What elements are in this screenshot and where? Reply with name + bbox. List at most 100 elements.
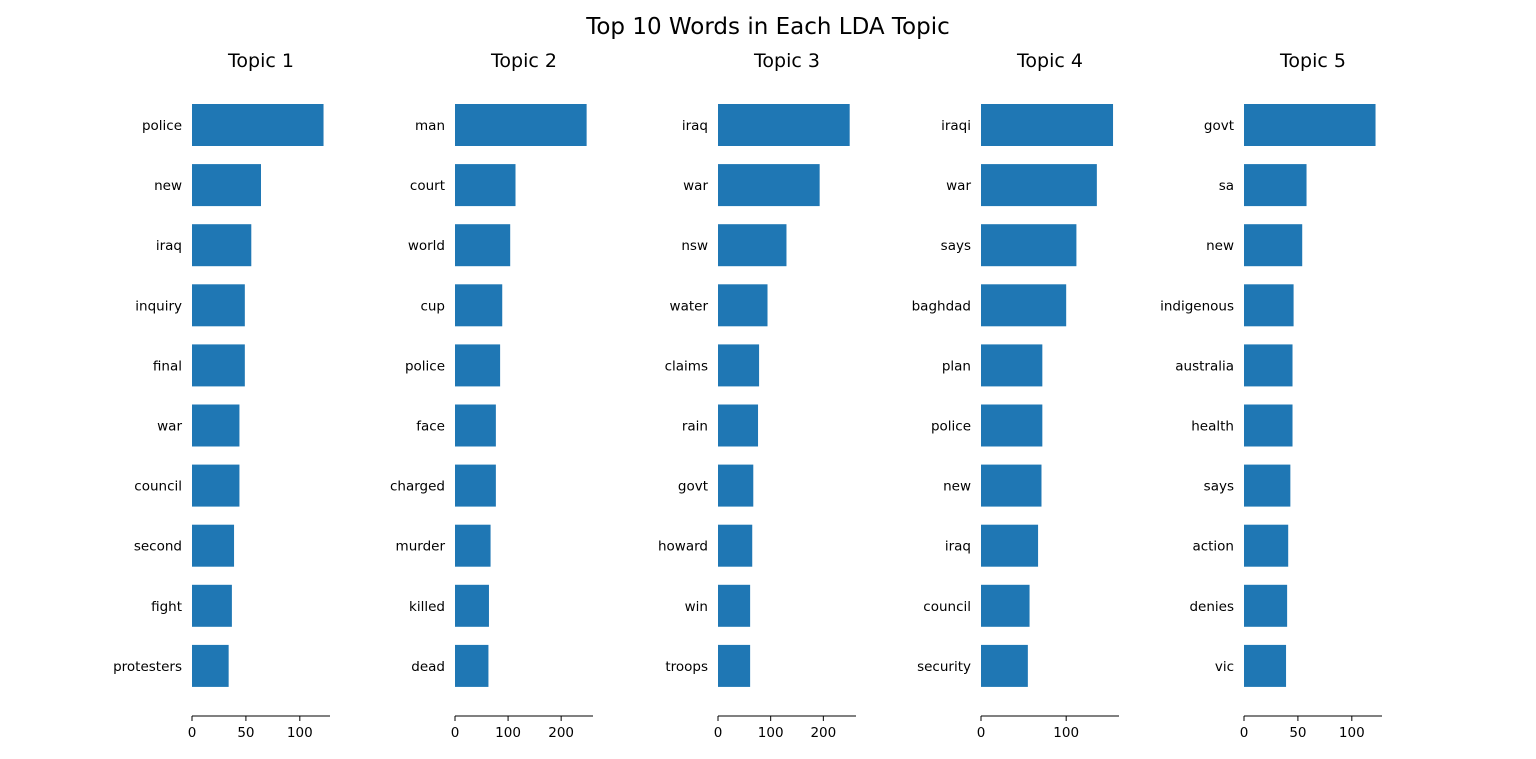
- topic-2-label-court: court: [410, 178, 445, 194]
- topic-1-bar-protesters: [192, 644, 229, 687]
- topic-1-label-inquiry: inquiry: [135, 298, 182, 314]
- topic-1-bar-final: [192, 344, 245, 387]
- topic-3-panel: Topic 3 iraq war nsw water claims rain govt howa…: [658, 50, 856, 741]
- topic-1-x-tick-label: 50: [237, 725, 254, 741]
- topic-5-bar-australia: [1244, 344, 1293, 387]
- topic-4-panel: Topic 4 iraqi war says baghdad plan police new i…: [912, 50, 1119, 741]
- topic-5-bar-health: [1244, 404, 1293, 447]
- topic-5-label-govt: govt: [1204, 118, 1234, 134]
- topic-1-bar-iraq: [192, 224, 252, 267]
- topic-2-bar-charged: [455, 464, 496, 507]
- topic-1-label-iraq: iraq: [156, 238, 182, 254]
- topic-3-bar-rain: [718, 404, 759, 447]
- topic-1-bar-new: [192, 164, 261, 207]
- topic-3-x-tick-label: 0: [714, 725, 723, 741]
- topic-3-label-troops: troops: [665, 659, 708, 675]
- topic-4-bar-baghdad: [981, 284, 1067, 327]
- topic-4-bar-security: [981, 644, 1028, 687]
- topic-1-bar-police: [192, 104, 324, 146]
- figure-title: Top 10 Words in Each LDA Topic: [585, 14, 950, 40]
- topic-3-bar-govt: [718, 464, 754, 507]
- topic-5-label-health: health: [1191, 419, 1234, 435]
- topic-5-bar-action: [1244, 524, 1289, 567]
- topic-4-label-security: security: [917, 659, 971, 675]
- topic-5-x-tick-label: 50: [1289, 725, 1306, 741]
- topic-1-bar-inquiry: [192, 284, 245, 327]
- topic-4-bar-says: [981, 224, 1077, 267]
- topic-2-label-cup: cup: [420, 298, 445, 314]
- topic-5-bar-denies: [1244, 584, 1288, 627]
- topic-4-label-says: says: [941, 238, 971, 254]
- topic-1-bar-council: [192, 464, 240, 507]
- topic-4-x-tick-label: 100: [1053, 725, 1079, 741]
- topic-3-label-nsw: nsw: [681, 238, 708, 254]
- topic-5-label-denies: denies: [1189, 599, 1234, 615]
- topic-2-x-tick-label: 200: [548, 725, 574, 741]
- topic-2-x-tick-label: 100: [495, 725, 521, 741]
- topic-1-label-war: war: [157, 419, 182, 435]
- topic-3-label-iraq: iraq: [682, 118, 708, 134]
- topic-2-label-charged: charged: [390, 479, 445, 495]
- topic-4-bar-new: [981, 464, 1042, 507]
- topic-5-label-indigenous: indigenous: [1160, 298, 1234, 314]
- topic-4-bar-police: [981, 404, 1043, 447]
- topic-2-label-murder: murder: [396, 539, 446, 555]
- topic-4-label-iraqi: iraqi: [941, 118, 971, 134]
- topic-3-bar-howard: [718, 524, 753, 567]
- topic-5-label-says: says: [1204, 479, 1234, 495]
- topic-4-label-iraq: iraq: [945, 539, 971, 555]
- topic-5-bar-new: [1244, 224, 1303, 267]
- topic-5-bar-govt: [1244, 104, 1376, 146]
- topic-4-bar-iraq: [981, 524, 1039, 567]
- topic-1-x-tick-label: 100: [287, 725, 313, 741]
- topic-2-label-man: man: [415, 118, 445, 134]
- topic-3-bar-win: [718, 584, 751, 627]
- topic-3-label-war: war: [683, 178, 708, 194]
- topic-2-x-tick-label: 0: [451, 725, 460, 741]
- topic-5-label-vic: vic: [1215, 659, 1234, 675]
- topic-2-bar-world: [455, 224, 511, 267]
- topic-4-label-new: new: [943, 479, 971, 495]
- topic-4-bar-war: [981, 164, 1097, 207]
- topic-1-title: Topic 1: [227, 50, 294, 72]
- topic-5-x-tick-label: 100: [1339, 725, 1365, 741]
- topic-2-bar-dead: [455, 644, 489, 687]
- topic-1-panel: Topic 1 police new iraq inquiry final war counc…: [113, 50, 330, 741]
- topic-3-label-rain: rain: [682, 419, 708, 435]
- topic-2-bar-man: [455, 104, 587, 146]
- topic-4-label-council: council: [923, 599, 971, 615]
- topic-1-label-second: second: [134, 539, 182, 555]
- topic-2-bar-murder: [455, 524, 491, 567]
- topic-3-label-win: win: [685, 599, 708, 615]
- topic-4-x-tick-label: 0: [977, 725, 986, 741]
- topic-3-label-water: water: [670, 298, 709, 314]
- topic-4-title: Topic 4: [1016, 50, 1083, 72]
- topic-3-bar-water: [718, 284, 768, 327]
- topic-3-bar-iraq: [718, 104, 850, 146]
- topic-2-title: Topic 2: [490, 50, 557, 72]
- topic-2-bar-face: [455, 404, 496, 447]
- topic-4-label-war: war: [946, 178, 971, 194]
- topic-5-label-new: new: [1206, 238, 1234, 254]
- topic-5-label-australia: australia: [1175, 358, 1234, 374]
- topic-5-bar-indigenous: [1244, 284, 1294, 327]
- topic-1-bar-second: [192, 524, 235, 567]
- topic-5-title: Topic 5: [1279, 50, 1346, 72]
- topic-3-bar-nsw: [718, 224, 787, 267]
- topic-3-bar-claims: [718, 344, 760, 387]
- topic-2-label-killed: killed: [409, 599, 445, 615]
- topic-4-bar-council: [981, 584, 1030, 627]
- topic-4-bar-plan: [981, 344, 1043, 387]
- topic-5-bar-vic: [1244, 644, 1287, 687]
- topic-4-bar-iraqi: [981, 104, 1114, 146]
- topic-5-bar-says: [1244, 464, 1291, 507]
- topic-3-bar-troops: [718, 644, 751, 687]
- topic-2-label-world: world: [408, 238, 445, 254]
- topic-5-x-tick-label: 0: [1240, 725, 1249, 741]
- topic-5-label-action: action: [1192, 539, 1234, 555]
- topic-1-x-tick-label: 0: [188, 725, 197, 741]
- topic-3-label-claims: claims: [665, 358, 708, 374]
- topic-2-bar-police: [455, 344, 501, 387]
